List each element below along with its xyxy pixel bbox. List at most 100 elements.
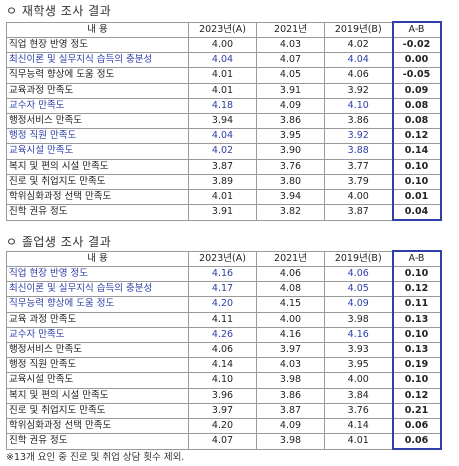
value-2019: 4.16: [324, 326, 393, 343]
value-diff: 0.08: [391, 112, 442, 130]
value-diff: 0.12: [391, 387, 442, 404]
value-diff: 0.19: [391, 357, 442, 374]
table-row: 복지 및 편의 시설 만족도 3.96 3.86 3.84 0.12: [6, 387, 442, 404]
value-2021: 4.07: [256, 52, 325, 69]
table-row: 진학 권유 정도 3.91 3.82 3.87 0.04: [6, 204, 442, 222]
table-row: 행정 직원 만족도 4.04 3.95 3.92 0.12: [6, 128, 442, 145]
section-title-graduates: ㅇ 졸업생 조사 결과: [6, 235, 112, 249]
row-item-label: 행정 직원 만족도: [6, 128, 189, 145]
value-2021: 4.09: [256, 97, 325, 114]
table-row: 교육과정 만족도 4.01 3.91 3.92 0.09: [6, 82, 442, 99]
table-header-row: 내 용 2023년(A) 2021년 2019년(B) A-B: [6, 21, 442, 38]
value-2023: 3.91: [188, 204, 257, 221]
table-row: 교육시설 만족도 4.10 3.98 4.00 0.10: [6, 372, 442, 389]
header-item: 내 용: [6, 250, 189, 267]
value-2023: 4.06: [188, 341, 257, 359]
value-diff: 0.06: [391, 433, 442, 451]
row-item-label: 진학 권유 정도: [6, 433, 189, 450]
value-2019: 3.92: [324, 128, 393, 145]
row-item-label: 행정서비스 만족도: [6, 112, 189, 130]
table-body: 직업 현장 반영 정도 4.00 4.03 4.02 -0.02 최신이론 및 실무지식 …: [6, 36, 442, 222]
header-2021: 2021년: [256, 250, 325, 267]
value-diff: -0.02: [391, 36, 442, 54]
graduate-survey-table: 내 용 2023년(A) 2021년 2019년(B) A-B 직업 현장 반영 정도 4…: [6, 250, 442, 451]
value-2021: 3.82: [256, 204, 325, 221]
value-2019: 3.79: [324, 173, 393, 190]
row-item-label: 교수자 만족도: [6, 326, 189, 343]
header-2021: 2021년: [256, 21, 325, 38]
value-diff: 0.10: [391, 372, 442, 389]
row-item-label: 학위심화과정 선택 만족도: [6, 417, 189, 435]
value-2023: 4.20: [188, 417, 257, 435]
table-row: 진학 권유 정도 4.07 3.98 4.01 0.06: [6, 433, 442, 451]
value-2019: 3.98: [324, 311, 393, 328]
table-row: 교육 과정 만족도 4.11 4.00 3.98 0.13: [6, 311, 442, 328]
value-2021: 3.94: [256, 188, 325, 206]
table-row: 직무능력 향상에 도움 정도 4.01 4.05 4.06 -0.05: [6, 67, 442, 84]
value-2023: 4.01: [188, 67, 257, 84]
header-2023: 2023년(A): [188, 21, 257, 38]
value-2019: 4.02: [324, 36, 393, 54]
table-row: 최신이론 및 실무지식 습득의 충분성 4.04 4.07 4.04 0.00: [6, 52, 442, 69]
value-2019: 4.10: [324, 97, 393, 114]
table-row: 행정서비스 만족도 3.94 3.86 3.86 0.08: [6, 112, 442, 130]
value-2023: 4.01: [188, 82, 257, 99]
table-row: 학위심화과정 선택 만족도 4.01 3.94 4.00 0.01: [6, 188, 442, 206]
value-diff: 0.08: [391, 97, 442, 114]
value-2023: 4.20: [188, 296, 257, 313]
value-2019: 4.01: [324, 433, 393, 450]
table-row: 교육시설 만족도 4.02 3.90 3.88 0.14: [6, 143, 442, 160]
value-2023: 4.00: [188, 36, 257, 54]
header-2023: 2023년(A): [188, 250, 257, 267]
header-2019: 2019년(B): [324, 250, 393, 267]
value-2023: 4.11: [188, 311, 257, 328]
table-row: 직무능력 향상에 도움 정도 4.20 4.15 4.09 0.11: [6, 296, 442, 313]
row-item-label: 직무능력 향상에 도움 정도: [6, 296, 189, 313]
value-2019: 4.00: [324, 372, 393, 389]
table-row: 직업 현장 반영 정도 4.00 4.03 4.02 -0.02: [6, 36, 442, 54]
row-item-label: 진로 및 취업지도 만족도: [6, 173, 189, 190]
table-row: 직업 현장 반영 정도 4.16 4.06 4.06 0.10: [6, 265, 442, 283]
value-2021: 4.03: [256, 357, 325, 374]
value-2021: 4.05: [256, 67, 325, 84]
value-2019: 4.00: [324, 188, 393, 206]
value-2023: 4.14: [188, 357, 257, 374]
value-2023: 3.94: [188, 112, 257, 130]
value-2019: 3.77: [324, 158, 393, 175]
table-row: 학위심화과정 선택 만족도 4.20 4.09 4.14 0.06: [6, 417, 442, 435]
value-diff: 0.11: [391, 296, 442, 313]
row-item-label: 복지 및 편의 시설 만족도: [6, 158, 189, 175]
value-diff: 0.10: [391, 158, 442, 175]
value-2019: 3.86: [324, 112, 393, 130]
row-item-label: 학위심화과정 선택 만족도: [6, 188, 189, 206]
table-header-row: 내 용 2023년(A) 2021년 2019년(B) A-B: [6, 250, 442, 267]
value-2021: 4.03: [256, 36, 325, 54]
footnote: ※13개 요인 중 진로 및 취업 상담 횟수 제외.: [6, 452, 185, 463]
value-diff: 0.14: [391, 143, 442, 160]
value-2023: 4.02: [188, 143, 257, 160]
value-2021: 3.80: [256, 173, 325, 190]
value-2019: 4.06: [324, 67, 393, 84]
value-diff: 0.13: [391, 341, 442, 359]
value-2019: 3.84: [324, 387, 393, 404]
value-2023: 4.04: [188, 52, 257, 69]
value-2023: 4.07: [188, 433, 257, 450]
value-2021: 3.76: [256, 158, 325, 175]
row-item-label: 직업 현장 반영 정도: [6, 36, 189, 54]
value-2021: 3.91: [256, 82, 325, 99]
value-2023: 4.16: [188, 265, 257, 283]
row-item-label: 진학 권유 정도: [6, 204, 189, 221]
value-2021: 3.95: [256, 128, 325, 145]
row-item-label: 교육시설 만족도: [6, 372, 189, 389]
value-2019: 3.92: [324, 82, 393, 99]
value-2023: 3.97: [188, 402, 257, 419]
row-item-label: 최신이론 및 실무지식 습득의 충분성: [6, 52, 189, 69]
value-2019: 4.14: [324, 417, 393, 435]
value-2021: 3.98: [256, 433, 325, 450]
student-survey-table: 내 용 2023년(A) 2021년 2019년(B) A-B 직업 현장 반영 정도 4…: [6, 21, 442, 222]
value-2019: 4.04: [324, 52, 393, 69]
header-item: 내 용: [6, 21, 189, 38]
value-diff: 0.06: [391, 417, 442, 435]
value-2021: 4.16: [256, 326, 325, 343]
value-2019: 3.87: [324, 204, 393, 221]
